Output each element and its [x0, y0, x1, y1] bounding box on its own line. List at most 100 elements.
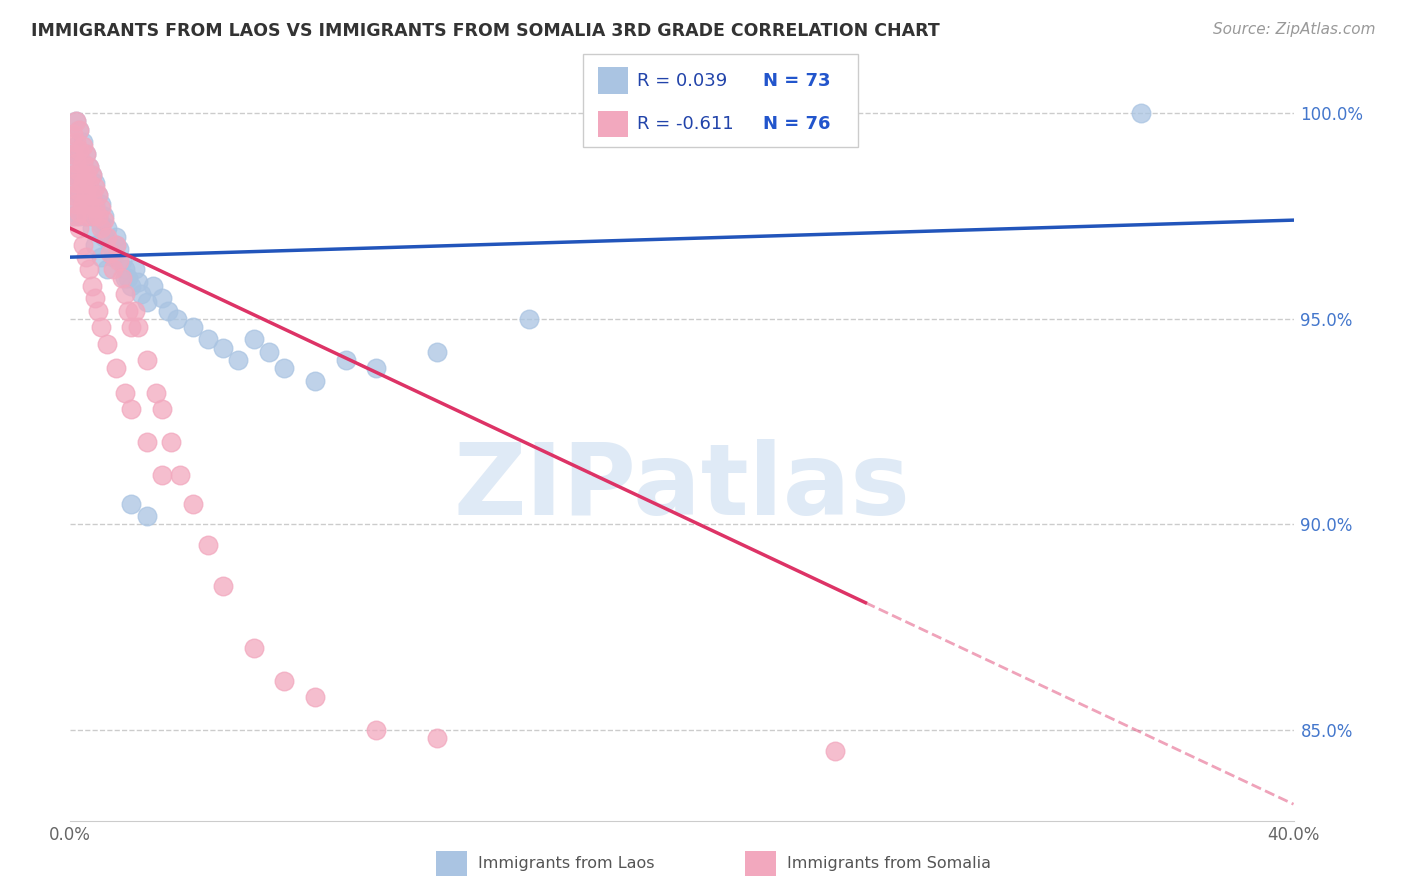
Point — [75, 168, 97, 182]
Point — [75, 168, 97, 182]
Point — [257, 344, 280, 359]
Point — [72, 237, 94, 252]
Point — [77, 196, 100, 211]
Point — [72, 196, 94, 211]
Point — [93, 213, 115, 227]
Point — [366, 361, 388, 376]
Point — [90, 250, 112, 264]
Point — [75, 188, 97, 202]
Point — [80, 209, 103, 223]
Point — [72, 135, 94, 149]
Point — [127, 275, 149, 289]
Point — [273, 673, 295, 688]
Point — [135, 353, 157, 368]
Point — [105, 361, 128, 376]
Point — [72, 176, 94, 190]
Point — [366, 723, 388, 738]
Point — [83, 180, 105, 194]
Point — [77, 176, 100, 190]
Point — [77, 196, 100, 211]
Text: Immigrants from Laos: Immigrants from Laos — [478, 856, 655, 871]
Point — [69, 147, 91, 161]
Point — [75, 250, 97, 264]
Point — [108, 254, 131, 268]
Point — [62, 127, 84, 141]
Point — [169, 468, 191, 483]
Point — [197, 332, 219, 346]
Point — [75, 209, 97, 223]
Point — [98, 237, 121, 252]
Point — [273, 361, 295, 376]
Point — [75, 209, 97, 223]
Text: ZIPatlas: ZIPatlas — [454, 439, 910, 536]
Point — [72, 176, 94, 190]
Point — [77, 160, 100, 174]
Point — [69, 205, 91, 219]
Point — [87, 188, 110, 202]
Point — [105, 237, 128, 252]
Point — [96, 229, 118, 244]
Point — [77, 160, 100, 174]
Point — [75, 147, 97, 161]
Point — [80, 168, 103, 182]
Point — [62, 168, 84, 182]
Point — [96, 221, 118, 235]
Point — [101, 250, 124, 264]
Point — [517, 311, 540, 326]
Point — [114, 270, 136, 285]
Point — [335, 353, 357, 368]
Point — [65, 209, 87, 223]
Point — [65, 155, 87, 169]
Point — [90, 217, 112, 231]
Point — [62, 188, 84, 202]
Point — [96, 262, 118, 277]
Point — [824, 744, 846, 758]
Point — [62, 147, 84, 161]
Point — [111, 254, 134, 268]
Point — [105, 237, 128, 252]
Point — [228, 353, 250, 368]
Point — [80, 188, 103, 202]
Point — [124, 303, 146, 318]
Point — [72, 155, 94, 169]
Point — [127, 320, 149, 334]
Point — [69, 168, 91, 182]
Text: N = 73: N = 73 — [763, 72, 831, 90]
Point — [105, 229, 128, 244]
Point — [101, 262, 124, 277]
Point — [87, 303, 110, 318]
Point — [93, 209, 115, 223]
Point — [65, 176, 87, 190]
Point — [212, 341, 235, 355]
Text: Immigrants from Somalia: Immigrants from Somalia — [787, 856, 991, 871]
Point — [114, 385, 136, 400]
Point — [69, 184, 91, 198]
Point — [75, 147, 97, 161]
Point — [114, 262, 136, 277]
Text: R = 0.039: R = 0.039 — [637, 72, 727, 90]
Point — [65, 139, 87, 153]
Point — [304, 690, 326, 705]
Point — [124, 262, 146, 277]
Point — [121, 279, 143, 293]
Text: N = 76: N = 76 — [763, 115, 831, 133]
Point — [65, 196, 87, 211]
Point — [87, 188, 110, 202]
Text: IMMIGRANTS FROM LAOS VS IMMIGRANTS FROM SOMALIA 3RD GRADE CORRELATION CHART: IMMIGRANTS FROM LAOS VS IMMIGRANTS FROM … — [31, 22, 939, 40]
Point — [72, 196, 94, 211]
Point — [80, 188, 103, 202]
Point — [117, 270, 139, 285]
Point — [80, 209, 103, 223]
Point — [62, 147, 84, 161]
Point — [69, 221, 91, 235]
Point — [90, 201, 112, 215]
Point — [243, 332, 266, 346]
Point — [65, 114, 87, 128]
Point — [243, 640, 266, 655]
Point — [150, 291, 173, 305]
Point — [98, 246, 121, 260]
Point — [150, 468, 173, 483]
Point — [62, 168, 84, 182]
Point — [111, 270, 134, 285]
Point — [108, 242, 131, 256]
